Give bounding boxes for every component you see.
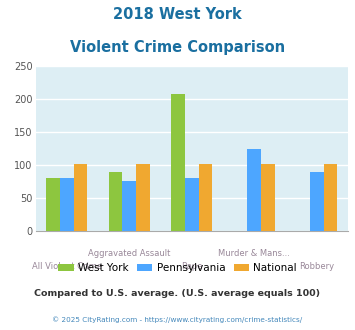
Bar — [261, 164, 275, 231]
Text: Murder & Mans...: Murder & Mans... — [218, 249, 290, 258]
Text: Compared to U.S. average. (U.S. average equals 100): Compared to U.S. average. (U.S. average … — [34, 289, 321, 298]
Text: Rape: Rape — [181, 262, 202, 271]
Text: 2018 West York: 2018 West York — [113, 7, 242, 21]
Text: © 2025 CityRating.com - https://www.cityrating.com/crime-statistics/: © 2025 CityRating.com - https://www.city… — [53, 317, 302, 323]
Bar — [323, 164, 337, 231]
Bar — [109, 172, 122, 231]
Text: Robbery: Robbery — [299, 262, 334, 271]
Bar — [46, 178, 60, 231]
Bar — [122, 181, 136, 231]
Text: Violent Crime Comparison: Violent Crime Comparison — [70, 40, 285, 54]
Bar — [136, 164, 150, 231]
Text: Aggravated Assault: Aggravated Assault — [88, 249, 170, 258]
Bar — [310, 172, 323, 231]
Bar — [60, 178, 73, 231]
Bar — [247, 148, 261, 231]
Legend: West York, Pennsylvania, National: West York, Pennsylvania, National — [54, 259, 301, 278]
Bar — [185, 178, 198, 231]
Bar — [73, 164, 87, 231]
Text: All Violent Crime: All Violent Crime — [32, 262, 102, 271]
Bar — [171, 94, 185, 231]
Bar — [198, 164, 212, 231]
